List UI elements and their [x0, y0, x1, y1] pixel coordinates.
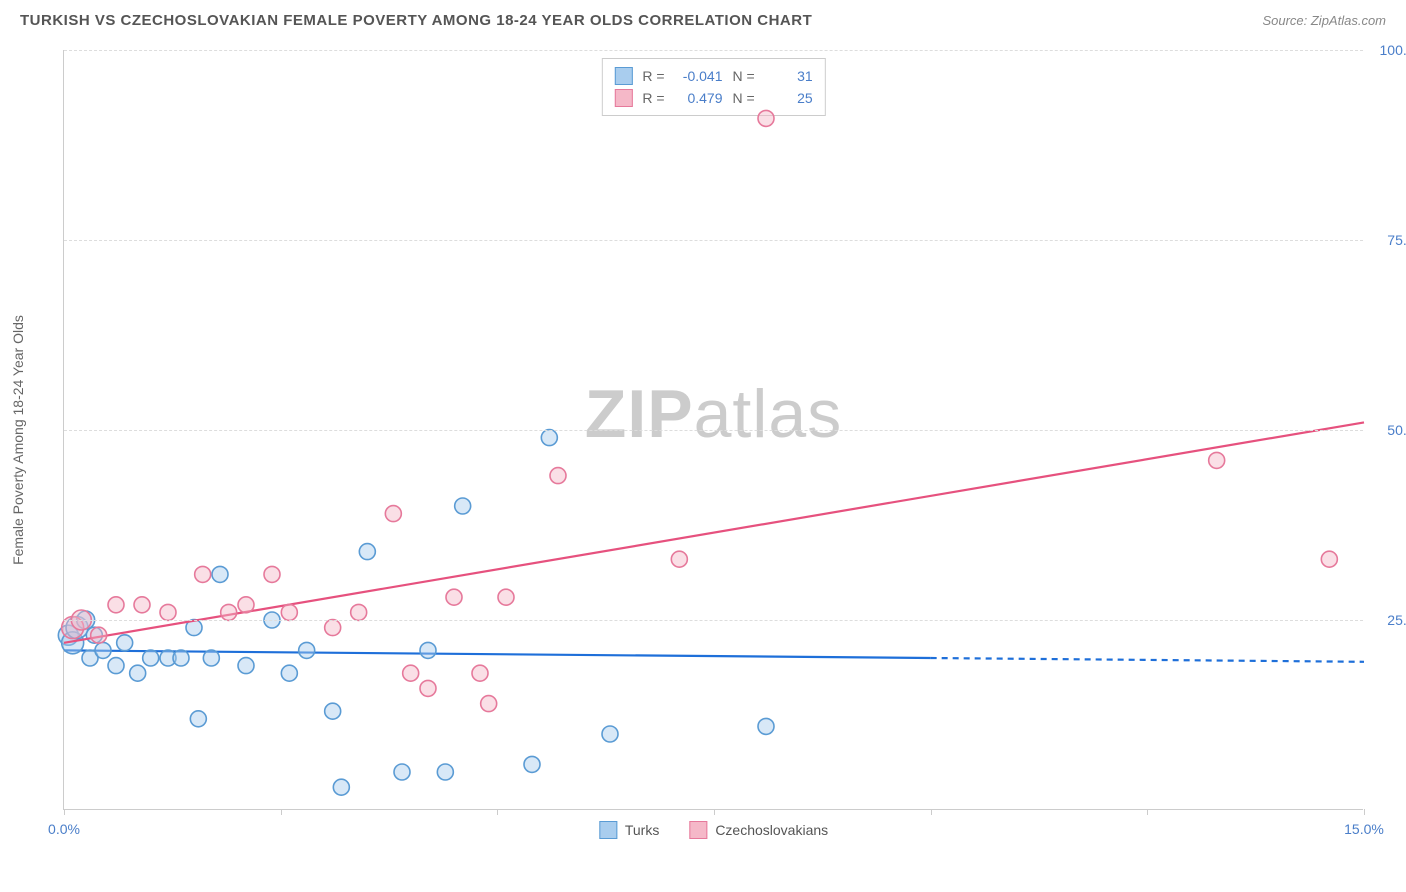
data-point: [195, 566, 211, 582]
chart-source: Source: ZipAtlas.com: [1262, 13, 1386, 28]
x-tick: [64, 809, 65, 815]
data-point: [758, 718, 774, 734]
x-tick: [1364, 809, 1365, 815]
data-point: [108, 597, 124, 613]
data-point: [498, 589, 514, 605]
data-point: [758, 110, 774, 126]
data-point: [160, 604, 176, 620]
data-point: [143, 650, 159, 666]
y-tick-label: 50.0%: [1387, 422, 1406, 438]
data-point: [281, 665, 297, 681]
data-point: [95, 642, 111, 658]
data-point: [130, 665, 146, 681]
data-point: [1209, 452, 1225, 468]
data-point: [455, 498, 471, 514]
series-legend-label: Czechoslovakians: [715, 822, 828, 838]
gridline-y: [64, 430, 1363, 431]
x-tick: [281, 809, 282, 815]
plot-area: ZIPatlas R =-0.041N =31R =0.479N =25 Tur…: [63, 50, 1363, 810]
series-legend-item: Czechoslovakians: [689, 821, 828, 839]
data-point: [420, 680, 436, 696]
gridline-y: [64, 620, 1363, 621]
y-tick-label: 75.0%: [1387, 232, 1406, 248]
data-point: [333, 779, 349, 795]
x-tick: [1147, 809, 1148, 815]
data-point: [212, 566, 228, 582]
x-tick-label: 0.0%: [48, 821, 80, 837]
data-point: [134, 597, 150, 613]
trend-line: [64, 650, 931, 658]
data-point: [394, 764, 410, 780]
data-point: [541, 430, 557, 446]
series-legend: Turks Czechoslovakians: [599, 821, 828, 839]
data-point: [117, 635, 133, 651]
data-point: [472, 665, 488, 681]
y-tick-label: 100.0%: [1380, 42, 1406, 58]
data-point: [221, 604, 237, 620]
data-point: [108, 658, 124, 674]
data-point: [524, 756, 540, 772]
trend-line-dashed: [931, 658, 1364, 662]
x-tick-label: 15.0%: [1344, 821, 1384, 837]
data-point: [671, 551, 687, 567]
data-point: [299, 642, 315, 658]
data-point: [481, 696, 497, 712]
chart-container: Female Poverty Among 18-24 Year Olds ZIP…: [48, 50, 1388, 830]
data-point: [281, 604, 297, 620]
legend-swatch: [599, 821, 617, 839]
y-tick-label: 25.0%: [1387, 612, 1406, 628]
x-tick: [714, 809, 715, 815]
data-point: [446, 589, 462, 605]
series-legend-label: Turks: [625, 822, 659, 838]
data-point: [325, 620, 341, 636]
data-point: [190, 711, 206, 727]
data-point: [203, 650, 219, 666]
series-legend-item: Turks: [599, 821, 659, 839]
data-point: [351, 604, 367, 620]
trend-line: [64, 422, 1364, 642]
data-point: [264, 566, 280, 582]
data-point: [385, 506, 401, 522]
data-point: [325, 703, 341, 719]
data-point: [1321, 551, 1337, 567]
gridline-y: [64, 50, 1363, 51]
data-point: [359, 544, 375, 560]
data-point: [91, 627, 107, 643]
data-point: [602, 726, 618, 742]
gridline-y: [64, 240, 1363, 241]
chart-title: TURKISH VS CZECHOSLOVAKIAN FEMALE POVERT…: [20, 12, 812, 29]
data-point: [403, 665, 419, 681]
data-point: [238, 658, 254, 674]
data-point: [550, 468, 566, 484]
data-point: [238, 597, 254, 613]
x-tick: [931, 809, 932, 815]
legend-swatch: [689, 821, 707, 839]
data-point: [437, 764, 453, 780]
data-point: [420, 642, 436, 658]
x-tick: [497, 809, 498, 815]
data-point: [173, 650, 189, 666]
y-axis-label: Female Poverty Among 18-24 Year Olds: [10, 315, 26, 565]
